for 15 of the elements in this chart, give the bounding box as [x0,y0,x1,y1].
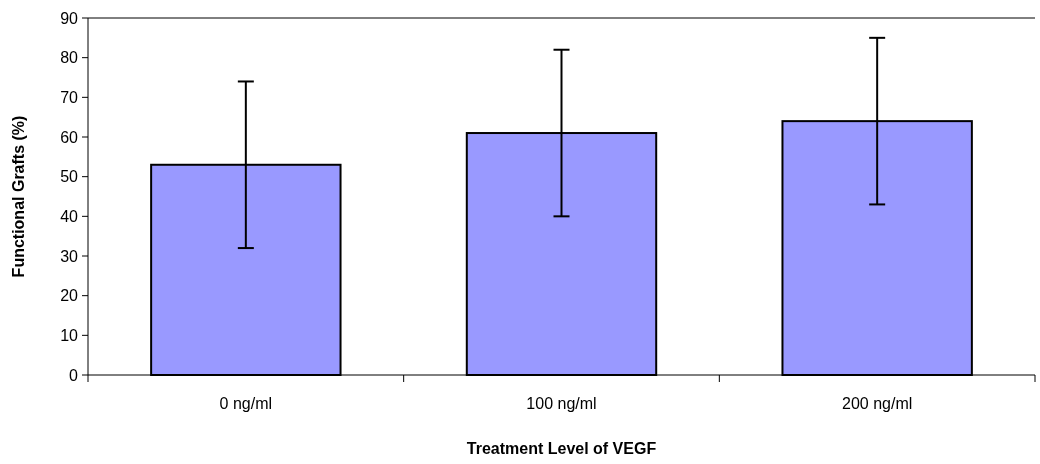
y-axis-title: Functional Grafts (%) [10,115,27,278]
y-tick-label: 40 [60,207,79,225]
y-tick-label: 10 [60,326,79,344]
x-axis-title: Treatment Level of VEGF [466,440,657,457]
x-tick-label: 200 ng/ml [842,395,913,412]
y-tick-label: 80 [60,49,79,67]
y-tick-label: 50 [60,168,79,186]
x-tick-label: 0 ng/ml [219,395,273,412]
y-tick-label: 20 [60,287,79,305]
x-tick-label: 100 ng/ml [526,395,597,412]
y-tick-label: 0 [69,366,79,384]
y-tick-label: 30 [60,247,79,265]
y-tick-label: 60 [60,128,79,146]
y-tick-label: 70 [60,88,79,106]
y-tick-label: 90 [60,9,79,27]
